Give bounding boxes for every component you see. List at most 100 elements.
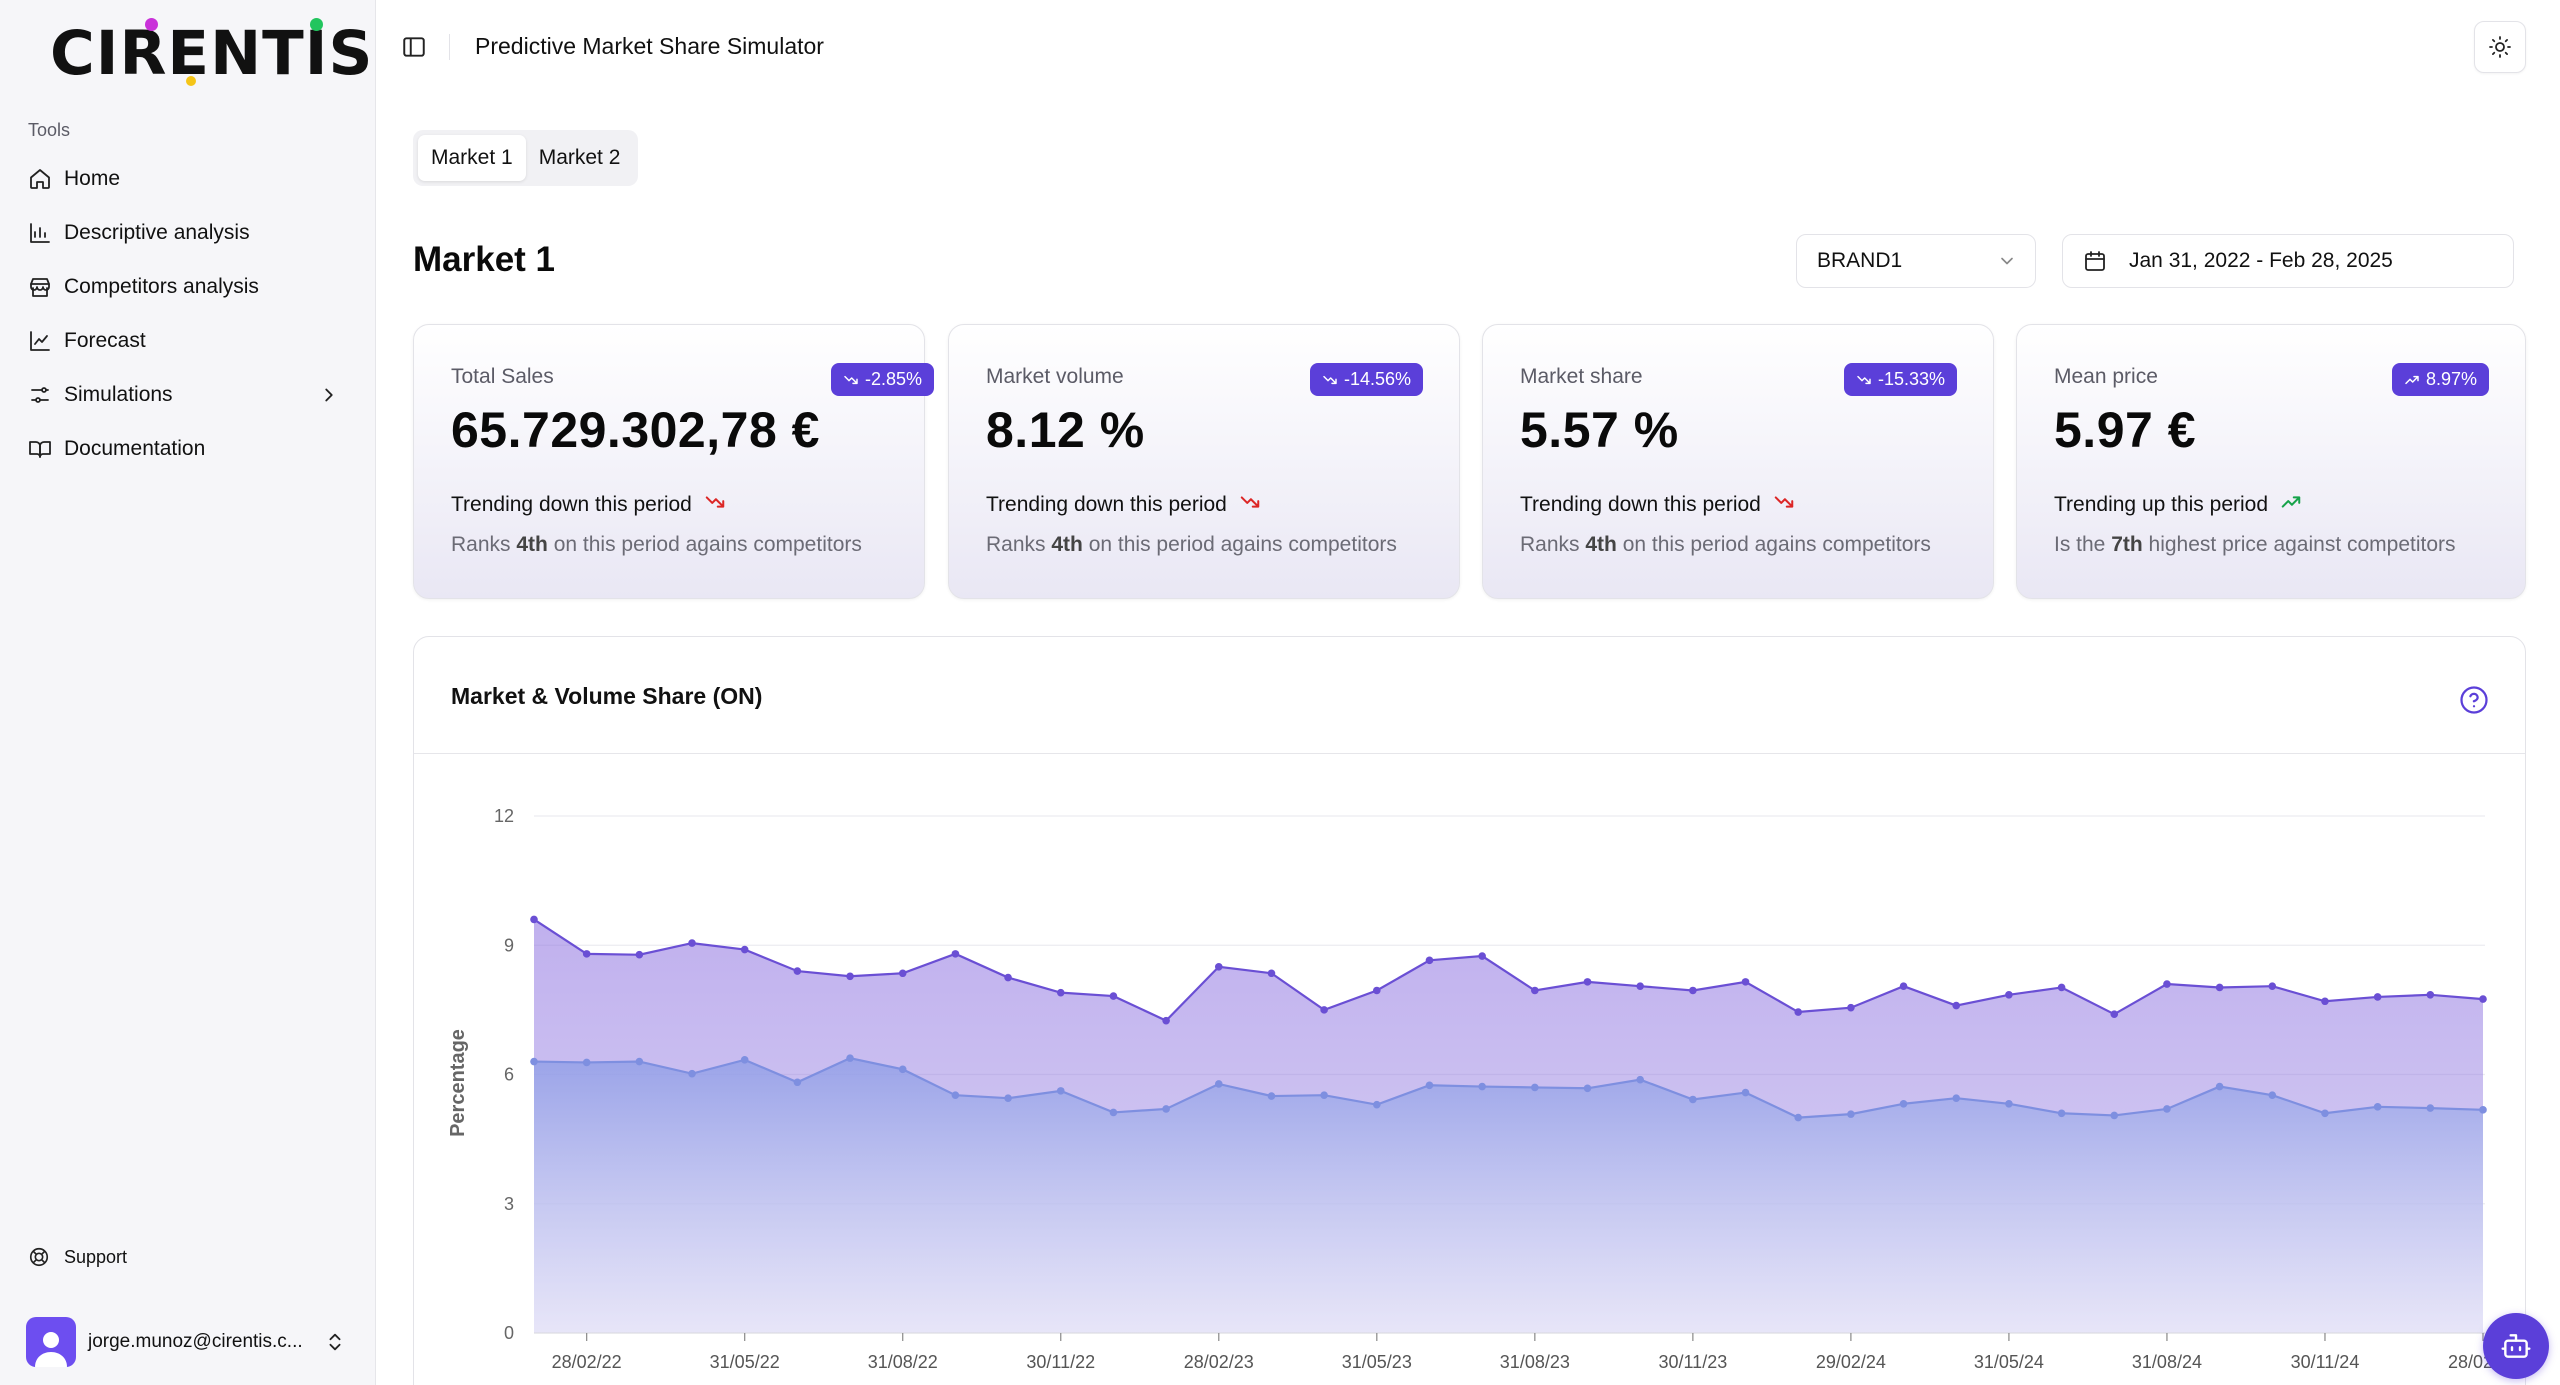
data-point[interactable] — [1267, 969, 1276, 978]
change-badge: -2.85% — [830, 363, 934, 396]
data-point[interactable] — [793, 1078, 802, 1087]
data-point[interactable] — [2163, 1105, 2171, 1113]
data-point[interactable] — [951, 1091, 960, 1099]
data-point[interactable] — [1056, 988, 1065, 997]
data-point[interactable] — [2215, 983, 2224, 992]
data-point[interactable] — [582, 1058, 591, 1067]
data-point[interactable] — [2215, 1082, 2224, 1091]
brand-select[interactable]: BRAND1 — [1796, 234, 2036, 288]
cirentis-logo[interactable]: CIRENTIS — [50, 14, 373, 86]
data-point[interactable] — [1109, 1108, 1118, 1117]
data-point[interactable] — [2057, 1109, 2066, 1118]
data-point[interactable] — [1689, 986, 1697, 995]
data-point[interactable] — [2321, 1109, 2329, 1118]
data-point[interactable] — [898, 1065, 907, 1074]
data-point[interactable] — [1109, 992, 1118, 1000]
data-point[interactable] — [1583, 978, 1592, 986]
sidebar-item-forecast[interactable]: Forecast — [14, 314, 354, 368]
data-point[interactable] — [1478, 1082, 1486, 1091]
data-point[interactable] — [1478, 952, 1486, 960]
data-point[interactable] — [1741, 978, 1750, 986]
series-area — [534, 1058, 2483, 1333]
data-point[interactable] — [1056, 1087, 1065, 1095]
data-point[interactable] — [2479, 1106, 2487, 1114]
theme-toggle-button[interactable] — [2474, 21, 2526, 73]
data-point[interactable] — [1425, 1081, 1434, 1090]
data-point[interactable] — [1952, 1001, 1961, 1010]
data-point[interactable] — [1531, 1083, 1539, 1092]
data-point[interactable] — [688, 1069, 696, 1078]
data-point[interactable] — [2426, 990, 2435, 999]
data-point[interactable] — [2268, 1091, 2277, 1099]
data-point[interactable] — [2005, 990, 2013, 999]
kpi-rank-value: 4th — [1585, 533, 1617, 556]
data-point[interactable] — [2373, 1103, 2382, 1111]
sidebar-item-competitors-analysis[interactable]: Competitors analysis — [14, 260, 354, 314]
kpi-rank-suffix: highest price against competitors — [2142, 533, 2456, 556]
data-point[interactable] — [1425, 956, 1434, 965]
data-point[interactable] — [1847, 1003, 1855, 1012]
data-point[interactable] — [1004, 1094, 1012, 1102]
data-point[interactable] — [530, 1057, 538, 1066]
data-point[interactable] — [846, 1054, 854, 1062]
data-point[interactable] — [1320, 1006, 1328, 1014]
data-point[interactable] — [2268, 982, 2277, 990]
data-point[interactable] — [1636, 982, 1644, 990]
user-menu[interactable]: jorge.munoz@cirentis.c... — [26, 1317, 346, 1367]
data-point[interactable] — [582, 950, 591, 958]
support-link[interactable]: Support — [28, 1246, 127, 1268]
data-point[interactable] — [1004, 973, 1012, 982]
data-point[interactable] — [635, 950, 644, 959]
data-point[interactable] — [1952, 1094, 1961, 1102]
data-point[interactable] — [2163, 980, 2171, 988]
toggle-sidebar-icon[interactable] — [401, 34, 427, 60]
data-point[interactable] — [951, 950, 960, 958]
data-point[interactable] — [1794, 1008, 1803, 1016]
data-point[interactable] — [740, 1056, 749, 1064]
data-point[interactable] — [1583, 1084, 1592, 1093]
date-range-picker[interactable]: Jan 31, 2022 - Feb 28, 2025 — [2062, 234, 2514, 288]
data-point[interactable] — [2005, 1099, 2013, 1108]
data-point[interactable] — [2426, 1104, 2435, 1112]
data-point[interactable] — [635, 1057, 644, 1066]
data-point[interactable] — [1689, 1095, 1697, 1104]
kpi-rank-prefix: Ranks — [986, 533, 1052, 556]
sidebar-item-descriptive-analysis[interactable]: Descriptive analysis — [14, 206, 354, 260]
data-point[interactable] — [688, 939, 696, 947]
sidebar-item-simulations[interactable]: Simulations — [14, 368, 354, 422]
sidebar-item-documentation[interactable]: Documentation — [14, 422, 354, 476]
x-axis: 28/02/22 31/05/22 31/08/22 30/11/22 28/02/23… — [534, 1332, 2518, 1372]
data-point[interactable] — [1899, 1099, 1908, 1108]
data-point[interactable] — [846, 972, 854, 981]
data-point[interactable] — [2373, 993, 2382, 1001]
data-point[interactable] — [740, 945, 749, 954]
data-point[interactable] — [1373, 1100, 1381, 1109]
data-point[interactable] — [1531, 986, 1539, 995]
data-point[interactable] — [530, 915, 538, 924]
data-point[interactable] — [2110, 1010, 2119, 1018]
data-point[interactable] — [1899, 982, 1908, 990]
data-point[interactable] — [2479, 995, 2487, 1003]
help-icon[interactable] — [2459, 685, 2489, 715]
data-point[interactable] — [1794, 1113, 1803, 1122]
data-point[interactable] — [1162, 1016, 1170, 1025]
data-point[interactable] — [2110, 1111, 2119, 1120]
data-point[interactable] — [1320, 1091, 1328, 1099]
x-tick-label: 31/05/24 — [1974, 1352, 2044, 1372]
data-point[interactable] — [1373, 986, 1381, 995]
tab-market-2[interactable]: Market 2 — [538, 146, 621, 169]
data-point[interactable] — [1847, 1110, 1855, 1118]
data-point[interactable] — [793, 967, 802, 975]
data-point[interactable] — [1162, 1105, 1170, 1113]
data-point[interactable] — [2057, 983, 2066, 992]
data-point[interactable] — [1741, 1088, 1750, 1097]
data-point[interactable] — [1214, 962, 1223, 971]
data-point[interactable] — [1214, 1080, 1223, 1088]
data-point[interactable] — [1267, 1092, 1276, 1100]
sidebar-item-home[interactable]: Home — [14, 152, 354, 206]
data-point[interactable] — [2321, 997, 2329, 1006]
data-point[interactable] — [1636, 1075, 1644, 1084]
tab-market-1[interactable]: Market 1 — [418, 135, 526, 181]
assistant-bot-button[interactable] — [2483, 1313, 2549, 1379]
data-point[interactable] — [898, 969, 907, 978]
